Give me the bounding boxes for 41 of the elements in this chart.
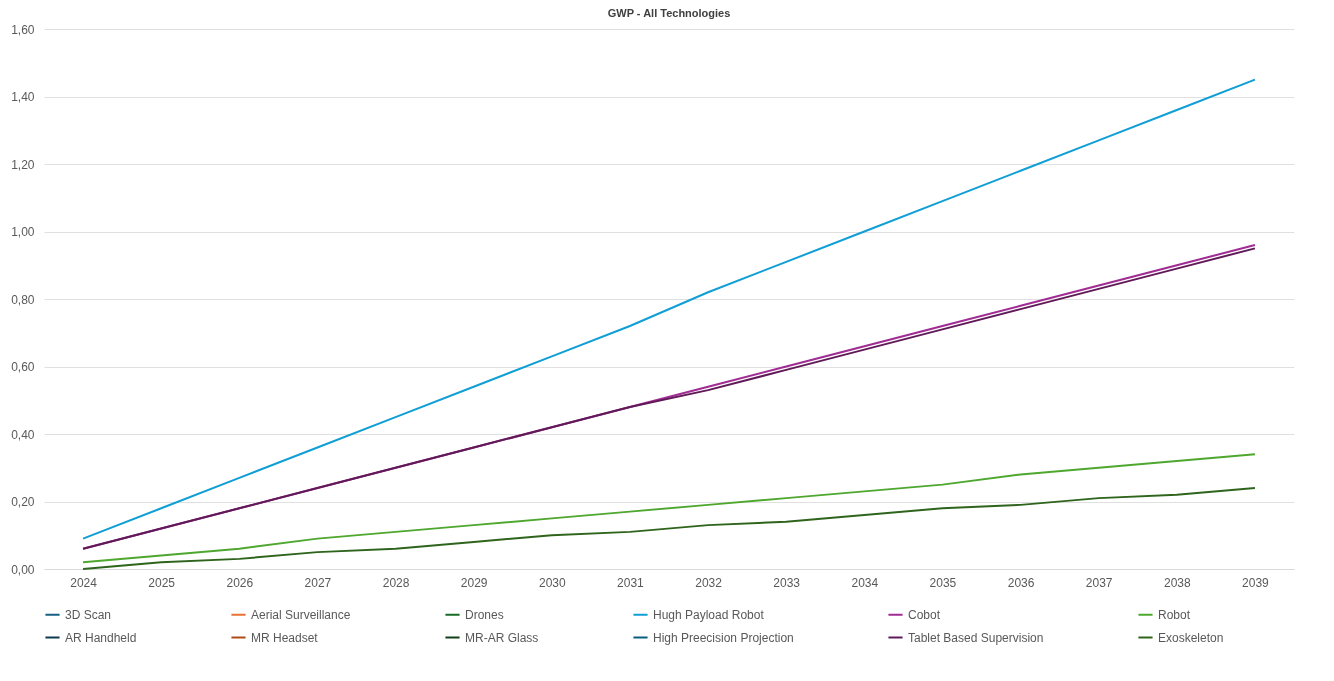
legend-label: Cobot: [908, 607, 941, 622]
x-tick-label: 2039: [1242, 575, 1270, 590]
y-tick-label: 0,60: [11, 360, 35, 374]
x-tick-label: 2027: [304, 575, 332, 590]
y-tick-label: 0,00: [11, 562, 35, 577]
x-tick-label: 2028: [382, 575, 410, 590]
legend-label: AR Handheld: [65, 630, 137, 645]
x-tick-label: 2025: [148, 575, 176, 590]
x-tick-label: 2034: [851, 575, 879, 590]
x-tick-label: 2032: [695, 575, 723, 590]
y-tick-label: 0,40: [11, 427, 35, 442]
x-tick-label: 2024: [70, 575, 98, 590]
y-tick-label: 1,20: [11, 157, 35, 172]
legend-label: Drones: [465, 607, 504, 622]
legend-label: Aerial Surveillance: [251, 607, 351, 622]
y-tick-label: 0,20: [11, 495, 35, 509]
legend-label: Hugh Payload Robot: [653, 607, 765, 622]
legend-label: 3D Scan: [65, 607, 112, 622]
y-tick-label: 1,40: [11, 90, 35, 104]
x-tick-label: 2026: [226, 575, 254, 590]
x-tick-label: 2033: [773, 575, 801, 590]
legend-label: Tablet Based Supervision: [908, 630, 1044, 645]
y-tick-label: 1,60: [11, 22, 35, 37]
line-series: [82, 453, 1256, 564]
line-series: [82, 487, 1256, 570]
legend-label: Robot: [1158, 607, 1191, 622]
line-series: [82, 78, 1256, 540]
x-tick-label: 2030: [538, 575, 566, 590]
legend-label: Exoskeleton: [1158, 630, 1224, 645]
x-tick-label: 2029: [460, 575, 488, 590]
x-tick-label: 2038: [1163, 575, 1191, 590]
x-tick-label: 2035: [929, 575, 957, 590]
legend-label: MR-AR Glass: [465, 630, 539, 645]
x-tick-label: 2037: [1085, 575, 1113, 590]
x-tick-label: 2036: [1007, 575, 1035, 590]
x-tick-label: 2031: [617, 575, 645, 590]
legend-label: MR Headset: [251, 630, 319, 645]
y-tick-label: 0,80: [11, 292, 35, 307]
legend-label: High Preecision Projection: [653, 630, 794, 645]
y-tick-label: 1,00: [11, 225, 35, 239]
chart-title: GWP - All Technologies: [607, 7, 731, 19]
